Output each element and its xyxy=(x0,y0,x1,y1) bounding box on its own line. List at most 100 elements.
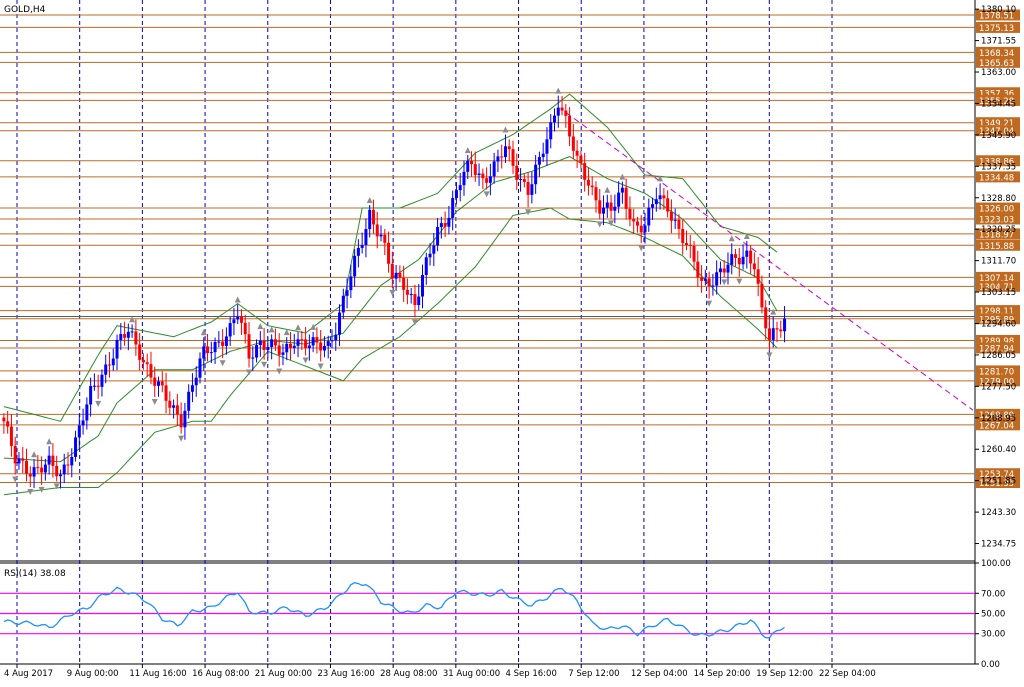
price-tick-label: 1251.85 xyxy=(981,477,1016,487)
candle-body xyxy=(266,347,270,350)
fractal-up-marker xyxy=(310,323,317,330)
candle-body xyxy=(334,334,338,341)
candle-body xyxy=(74,437,78,457)
candle-body xyxy=(134,331,138,345)
candle-body xyxy=(500,156,504,158)
level-label-bg xyxy=(976,305,1020,317)
candle-body xyxy=(417,296,421,306)
bollinger-upper xyxy=(3,93,778,422)
candle-body xyxy=(605,202,609,208)
candle-body xyxy=(168,400,172,408)
level-label-bg xyxy=(976,117,1020,129)
level-label-bg xyxy=(976,125,1020,137)
candle-body xyxy=(643,225,647,233)
fractal-down-marker xyxy=(276,368,283,375)
candle-body xyxy=(715,272,719,286)
candle-body xyxy=(541,153,545,158)
fractal-down-marker xyxy=(389,289,396,296)
price-tick-label: 1294.60 xyxy=(981,319,1016,329)
candle-body xyxy=(172,405,176,408)
candle-body xyxy=(198,358,202,378)
candle-body xyxy=(639,225,643,233)
candle-body xyxy=(209,352,213,354)
candle-body xyxy=(273,339,277,346)
fractal-down-marker xyxy=(483,191,490,198)
candle-body xyxy=(356,247,360,256)
candle-body xyxy=(730,254,734,265)
candle-body xyxy=(745,250,749,257)
time-label: 9 Aug 00:00 xyxy=(67,669,119,679)
time-label: 14 Sep 20:00 xyxy=(694,669,751,679)
candle-body xyxy=(556,107,560,116)
fractal-up-marker xyxy=(295,324,302,331)
candle-body xyxy=(130,331,134,333)
time-label: 19 Sep 12:00 xyxy=(756,669,813,679)
price-tick-label: 1380.10 xyxy=(981,5,1016,15)
candle-body xyxy=(760,283,764,308)
candle-body xyxy=(6,421,10,427)
candle-body xyxy=(696,261,700,278)
candle-body xyxy=(243,322,247,335)
candle-body xyxy=(673,219,677,221)
level-label: 1253.74 xyxy=(979,470,1014,480)
fractal-up-marker xyxy=(619,173,626,180)
candle-body xyxy=(409,294,413,296)
candle-body xyxy=(737,257,741,265)
candle-body xyxy=(183,410,187,428)
level-label: 1295.89 xyxy=(979,315,1014,325)
candle-body xyxy=(579,155,583,164)
candle-body xyxy=(138,344,142,360)
candle-body xyxy=(281,352,285,355)
candle-body xyxy=(481,173,485,179)
level-label: 1269.89 xyxy=(979,411,1014,421)
level-label-bg xyxy=(976,334,1020,346)
candle-body xyxy=(575,150,579,156)
level-label: 1338.86 xyxy=(979,157,1014,167)
candle-body xyxy=(289,343,293,348)
candle-body xyxy=(145,362,149,365)
level-label-bg xyxy=(976,271,1020,283)
level-label-bg xyxy=(976,56,1020,68)
level-label: 1368.34 xyxy=(979,49,1014,59)
candle-body xyxy=(451,198,455,218)
fractal-down-marker xyxy=(219,360,226,367)
candle-body xyxy=(107,364,111,366)
candle-body xyxy=(217,341,221,343)
candle-body xyxy=(17,458,21,464)
candle-body xyxy=(375,224,379,237)
candle-body xyxy=(684,243,688,246)
candle-body xyxy=(175,405,179,415)
price-tick-label: 1320.25 xyxy=(981,225,1016,235)
level-label-bg xyxy=(976,419,1020,431)
level-label: 1347.04 xyxy=(979,127,1014,137)
candle-body xyxy=(157,381,161,386)
level-label-bg xyxy=(976,21,1020,33)
level-label-bg xyxy=(976,342,1020,354)
candle-body xyxy=(123,334,127,338)
candle-body xyxy=(89,385,93,405)
candle-body xyxy=(617,192,621,207)
candle-body xyxy=(718,268,722,273)
candle-body xyxy=(466,160,470,172)
candle-body xyxy=(428,253,432,258)
level-label: 1267.04 xyxy=(979,421,1014,431)
candle-body xyxy=(190,385,194,392)
candle-body xyxy=(104,364,108,375)
candle-body xyxy=(304,339,308,349)
candle-body xyxy=(232,319,236,324)
candle-body xyxy=(311,337,315,346)
candle-body xyxy=(424,257,428,275)
bollinger-lower xyxy=(3,207,778,496)
candle-body xyxy=(519,179,523,181)
price-tick-label: 1363.00 xyxy=(981,68,1016,78)
fractal-up-marker xyxy=(283,329,290,336)
time-label: 12 Sep 04:00 xyxy=(631,669,688,679)
level-label: 1298.11 xyxy=(979,307,1014,317)
candle-body xyxy=(40,467,44,473)
candle-body xyxy=(764,307,768,329)
candle-body xyxy=(70,456,74,466)
candle-body xyxy=(771,328,775,340)
candle-body xyxy=(221,341,225,346)
